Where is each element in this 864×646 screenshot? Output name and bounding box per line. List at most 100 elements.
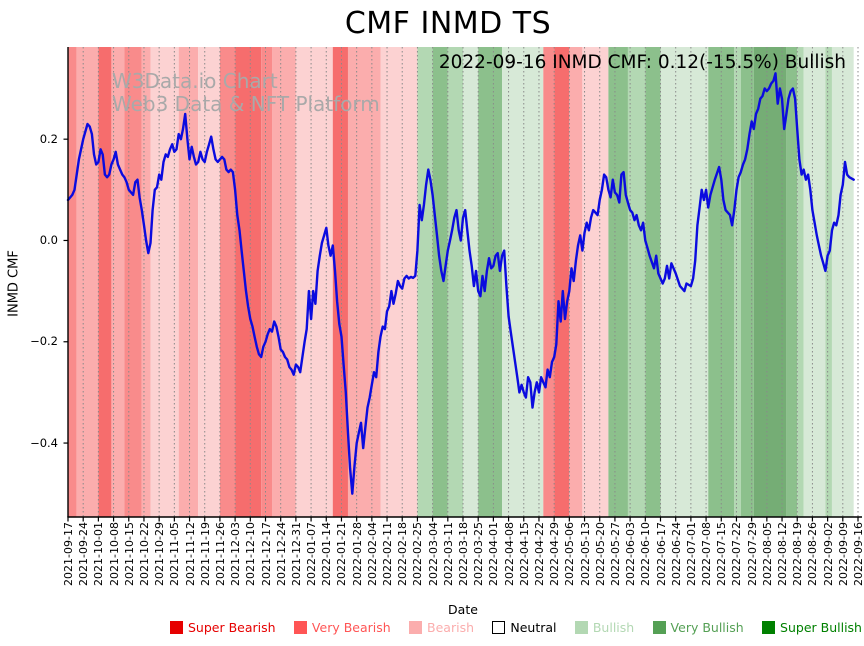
watermark-line2: Web3 Data & NFT Platform bbox=[112, 92, 380, 116]
x-tick-label: 2022-03-25 bbox=[472, 522, 486, 586]
x-tick-label: 2022-09-16 bbox=[852, 522, 864, 586]
signal-band-bearish_light bbox=[295, 47, 333, 517]
signal-band-very_bullish bbox=[478, 47, 503, 517]
x-tick-label: 2022-06-17 bbox=[654, 522, 668, 586]
y-axis-label: INMD CMF bbox=[6, 250, 22, 317]
x-tick-label: 2022-01-28 bbox=[350, 522, 364, 586]
signal-band-bullish bbox=[734, 47, 741, 517]
x-tick-label: 2021-12-03 bbox=[229, 522, 243, 586]
legend-swatch bbox=[492, 621, 506, 634]
chart-title: CMF INMD TS bbox=[344, 6, 552, 41]
legend-item-bearish: Bearish bbox=[409, 620, 474, 635]
legend-label: Very Bullish bbox=[670, 620, 744, 635]
x-tick-label: 2022-08-05 bbox=[760, 522, 774, 586]
signal-band-super_bearish bbox=[98, 47, 112, 517]
signal-band-very_bullish bbox=[645, 47, 661, 517]
x-tick-label: 2022-01-07 bbox=[305, 522, 319, 586]
x-tick-label: 2022-06-10 bbox=[639, 522, 653, 586]
signal-band-bearish bbox=[76, 47, 99, 517]
watermark: W3Data.io Chart Web3 Data & NFT Platform bbox=[112, 70, 380, 116]
x-tick-label: 2022-03-18 bbox=[457, 522, 470, 586]
legend-item-super-bullish: Super Bullish bbox=[762, 620, 862, 635]
x-tick-label: 2021-11-05 bbox=[168, 522, 182, 586]
legend-label: Bullish bbox=[592, 620, 635, 635]
legend-item-super-bearish: Super Bearish bbox=[170, 620, 276, 635]
signal-band-bullish_light bbox=[831, 47, 854, 517]
watermark-line1: W3Data.io Chart bbox=[112, 69, 278, 93]
signal-band-very_bearish bbox=[543, 47, 555, 517]
signal-band-bearish bbox=[141, 47, 151, 517]
y-tick-label: −0.4 bbox=[30, 435, 58, 450]
x-tick-label: 2021-11-12 bbox=[183, 522, 197, 586]
signal-band-bullish bbox=[627, 47, 646, 517]
signal-band-bullish bbox=[417, 47, 433, 517]
x-tick-label: 2022-02-18 bbox=[396, 522, 410, 586]
x-tick-label: 2022-04-22 bbox=[532, 522, 546, 586]
x-tick-label: 2022-09-09 bbox=[836, 522, 850, 586]
legend-label: Super Bullish bbox=[780, 620, 862, 635]
signal-band-bullish bbox=[447, 47, 463, 517]
legend-item-very-bullish: Very Bullish bbox=[652, 620, 744, 635]
x-tick-label: 2022-05-06 bbox=[563, 522, 577, 586]
x-tick-label: 2021-12-31 bbox=[289, 522, 303, 586]
x-tick-label: 2021-11-19 bbox=[198, 522, 212, 586]
signal-band-bearish bbox=[111, 47, 125, 517]
legend-swatch bbox=[574, 621, 588, 634]
signal-band-very_bearish bbox=[68, 47, 77, 517]
x-tick-label: 2022-06-03 bbox=[624, 522, 638, 586]
x-tick-label: 2022-07-29 bbox=[745, 522, 759, 586]
signal-band-very_bullish bbox=[708, 47, 735, 517]
cmf-annotation: 2022-09-16 INMD CMF: 0.12(-15.5%) Bullis… bbox=[438, 52, 846, 73]
signal-band-bearish_light bbox=[198, 47, 220, 517]
signal-band-bullish bbox=[825, 47, 832, 517]
x-tick-label: 2022-02-11 bbox=[381, 522, 395, 586]
x-tick-label: 2021-10-08 bbox=[107, 522, 121, 586]
signal-band-very_bullish bbox=[786, 47, 798, 517]
signal-band-very_bearish bbox=[219, 47, 236, 517]
x-tick-label: 2021-12-24 bbox=[274, 522, 288, 586]
x-tick-label: 2022-05-27 bbox=[608, 522, 622, 586]
x-tick-label: 2022-01-21 bbox=[335, 522, 349, 586]
signal-band-bullish_light bbox=[463, 47, 479, 517]
x-tick-label: 2022-02-25 bbox=[411, 522, 425, 586]
x-tick-label: 2022-04-29 bbox=[548, 522, 562, 586]
signal-band-bullish_light bbox=[502, 47, 544, 517]
x-tick-label: 2022-04-08 bbox=[502, 522, 516, 586]
signal-band-bullish_light bbox=[803, 47, 826, 517]
x-tick-label: 2022-01-14 bbox=[320, 522, 334, 586]
x-tick-label: 2022-08-26 bbox=[806, 522, 820, 586]
legend-item-neutral: Neutral bbox=[492, 620, 557, 635]
legend-swatch bbox=[652, 621, 666, 634]
signal-band-bearish bbox=[272, 47, 296, 517]
x-tick-label: 2021-10-22 bbox=[137, 522, 151, 586]
signal-band-bearish_light bbox=[150, 47, 179, 517]
signal-band-very_bullish bbox=[608, 47, 628, 517]
legend-swatch bbox=[170, 621, 183, 634]
x-tick-label: 2022-06-24 bbox=[669, 522, 683, 586]
x-tick-label: 2022-04-01 bbox=[487, 522, 501, 586]
signal-band-bearish bbox=[569, 47, 583, 517]
signal-band-super_bearish bbox=[554, 47, 570, 517]
y-tick-label: −0.2 bbox=[30, 334, 58, 349]
x-tick-label: 2021-11-26 bbox=[213, 522, 227, 586]
x-tick-label: 2021-10-15 bbox=[122, 522, 136, 586]
x-axis-label: Date bbox=[448, 602, 478, 617]
signal-band-very_bearish bbox=[261, 47, 273, 517]
signal-band-super_bearish bbox=[332, 47, 348, 517]
signal-band-super_bearish bbox=[235, 47, 262, 517]
legend-swatch bbox=[762, 621, 776, 634]
x-tick-label: 2022-02-04 bbox=[365, 522, 379, 586]
x-tick-label: 2022-03-11 bbox=[441, 522, 455, 586]
legend-label: Bearish bbox=[427, 620, 475, 635]
x-tick-label: 2022-05-13 bbox=[578, 522, 592, 586]
x-tick-label: 2022-07-15 bbox=[715, 522, 729, 586]
x-tick-label: 2022-04-15 bbox=[517, 522, 531, 586]
legend-item-very-bearish: Very Bearish bbox=[293, 620, 391, 635]
legend-label: Neutral bbox=[510, 620, 557, 635]
legend-swatch bbox=[409, 621, 423, 634]
y-tick-label: 0.0 bbox=[39, 232, 58, 247]
x-tick-label: 2021-09-24 bbox=[77, 522, 91, 586]
x-tick-label: 2022-07-08 bbox=[700, 522, 714, 586]
